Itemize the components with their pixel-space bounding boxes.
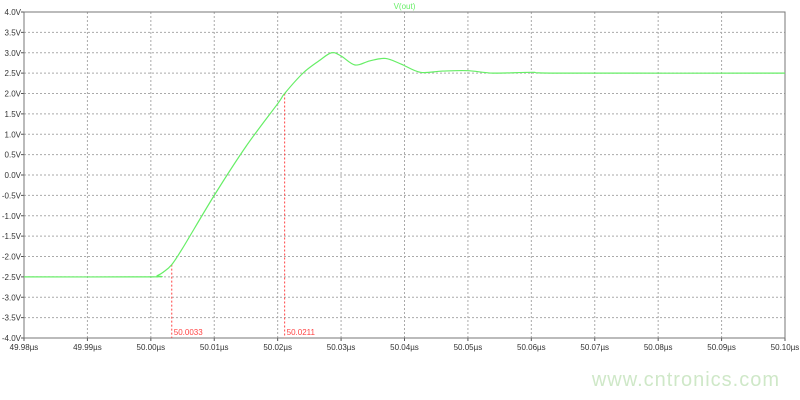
y-tick-label: -4.0V	[2, 334, 22, 343]
watermark: www.cntronics.com	[591, 369, 780, 391]
legend-label: V(out)	[394, 2, 416, 11]
x-tick-label: 50.10µs	[771, 343, 800, 352]
series-line	[23, 51, 786, 278]
cursor-label: 50.0033	[174, 328, 203, 337]
x-tick-label: 49.98µs	[10, 343, 39, 352]
y-tick-label: -3.5V	[2, 314, 22, 323]
y-tick-label: -2.0V	[2, 253, 22, 262]
x-tick-label: 50.06µs	[517, 343, 546, 352]
x-tick-label: 49.99µs	[73, 343, 102, 352]
plot-frame	[23, 11, 786, 339]
y-tick-label: 2.5V	[5, 69, 22, 78]
y-tick-label: 0.5V	[5, 151, 22, 160]
y-tick-label: -3.0V	[2, 293, 22, 302]
y-tick-label: 1.0V	[5, 130, 22, 139]
y-tick-label: -1.5V	[2, 232, 22, 241]
x-tick-label: 50.09µs	[707, 343, 736, 352]
y-tick-label: -2.5V	[2, 273, 22, 282]
x-tick-label: 50.01µs	[200, 343, 229, 352]
x-tick-label: 50.08µs	[644, 343, 673, 352]
y-tick-label: 2.0V	[5, 90, 22, 99]
y-tick-label: 4.0V	[5, 8, 22, 17]
x-tick-label: 50.00µs	[137, 343, 166, 352]
cursor-label: 50.0211	[287, 328, 316, 337]
x-tick-label: 50.07µs	[580, 343, 609, 352]
y-tick-label: 3.0V	[5, 49, 22, 58]
y-tick-label: 3.5V	[5, 28, 22, 37]
x-tick-label: 50.03µs	[327, 343, 356, 352]
y-tick-label: -0.5V	[2, 191, 22, 200]
y-tick-label: -1.0V	[2, 212, 22, 221]
x-tick-label: 50.02µs	[263, 343, 292, 352]
y-tick-label: 1.5V	[5, 110, 22, 119]
x-tick-label: 50.05µs	[454, 343, 483, 352]
x-tick-label: 50.04µs	[390, 343, 419, 352]
y-tick-label: 0.0V	[5, 171, 22, 180]
